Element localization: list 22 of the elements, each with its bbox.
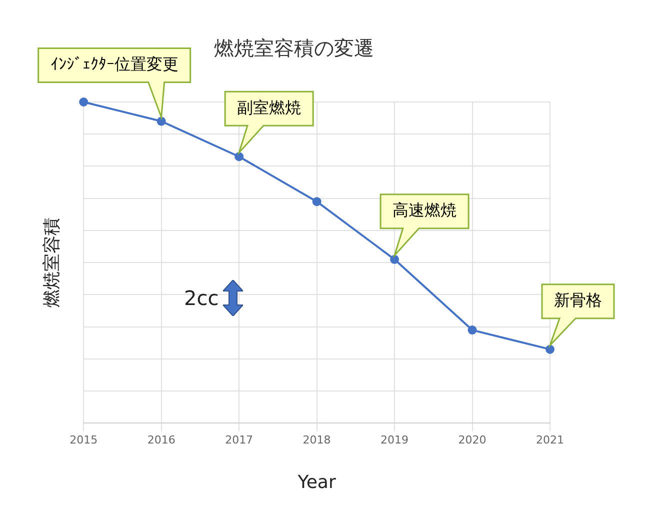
annotation: 新骨格	[554, 290, 602, 310]
point	[312, 197, 322, 206]
x-tick-label: 2018	[302, 434, 331, 447]
x-tick-label: 2020	[458, 434, 486, 447]
x-tick-label: 2017	[225, 434, 254, 447]
point	[156, 116, 166, 126]
x-tick-label: 2021	[536, 434, 564, 447]
x-tick-label: 2015	[70, 434, 98, 447]
annotation: 2cc	[184, 286, 219, 310]
point	[390, 254, 400, 264]
annotation: 高速燃焼	[392, 200, 457, 220]
x-axis-title: Year	[296, 472, 336, 493]
point	[546, 344, 554, 354]
point	[468, 326, 477, 335]
chart-title: 燃焼室容積の変遷	[214, 36, 374, 60]
y-axis-title: 燃焼室容積	[41, 218, 62, 308]
x-tick-label: 2019	[380, 434, 409, 447]
annotation: 副室燃焼	[237, 98, 302, 117]
point	[79, 98, 88, 106]
point	[234, 152, 244, 162]
x-tick-label: 2016	[147, 434, 176, 447]
annotation: ｲﾝｼﾞｪｸﾀｰ位置変更	[50, 54, 178, 74]
